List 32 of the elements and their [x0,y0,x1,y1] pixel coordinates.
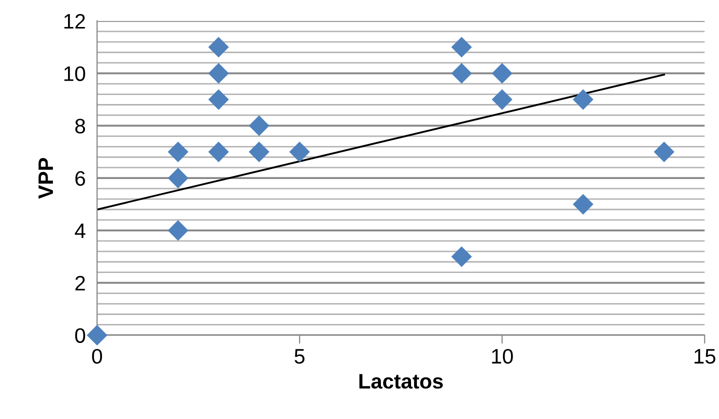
y-tick-label: 10 [64,66,86,82]
x-tick-label: 0 [92,348,102,364]
point [208,142,229,162]
y-tick-label: 0 [75,328,86,343]
point [451,63,472,84]
x-tick-label: 15 [694,349,716,364]
point [572,194,594,215]
y-tick-label: 2 [75,276,85,290]
point [208,63,229,84]
x-tick-label: 10 [492,348,513,364]
x-axis-title: Lactatos [359,374,443,389]
y-tick-label: 12 [64,14,85,28]
point [451,36,472,58]
y-axis-title: VPP [38,158,53,199]
point [168,142,188,162]
y-tick-label: 6 [75,171,86,186]
point [492,63,512,84]
point [289,142,310,162]
point [248,142,270,162]
point [248,115,270,136]
point [492,89,512,110]
point [451,246,472,267]
point [654,142,674,162]
y-tick-label: 4 [74,224,86,238]
point [86,324,108,346]
point [208,36,229,58]
point [572,89,594,110]
point [208,89,229,110]
point [168,168,188,188]
y-tick-label: 8 [75,118,86,134]
x-tick-label: 5 [294,349,305,364]
point [168,220,188,241]
